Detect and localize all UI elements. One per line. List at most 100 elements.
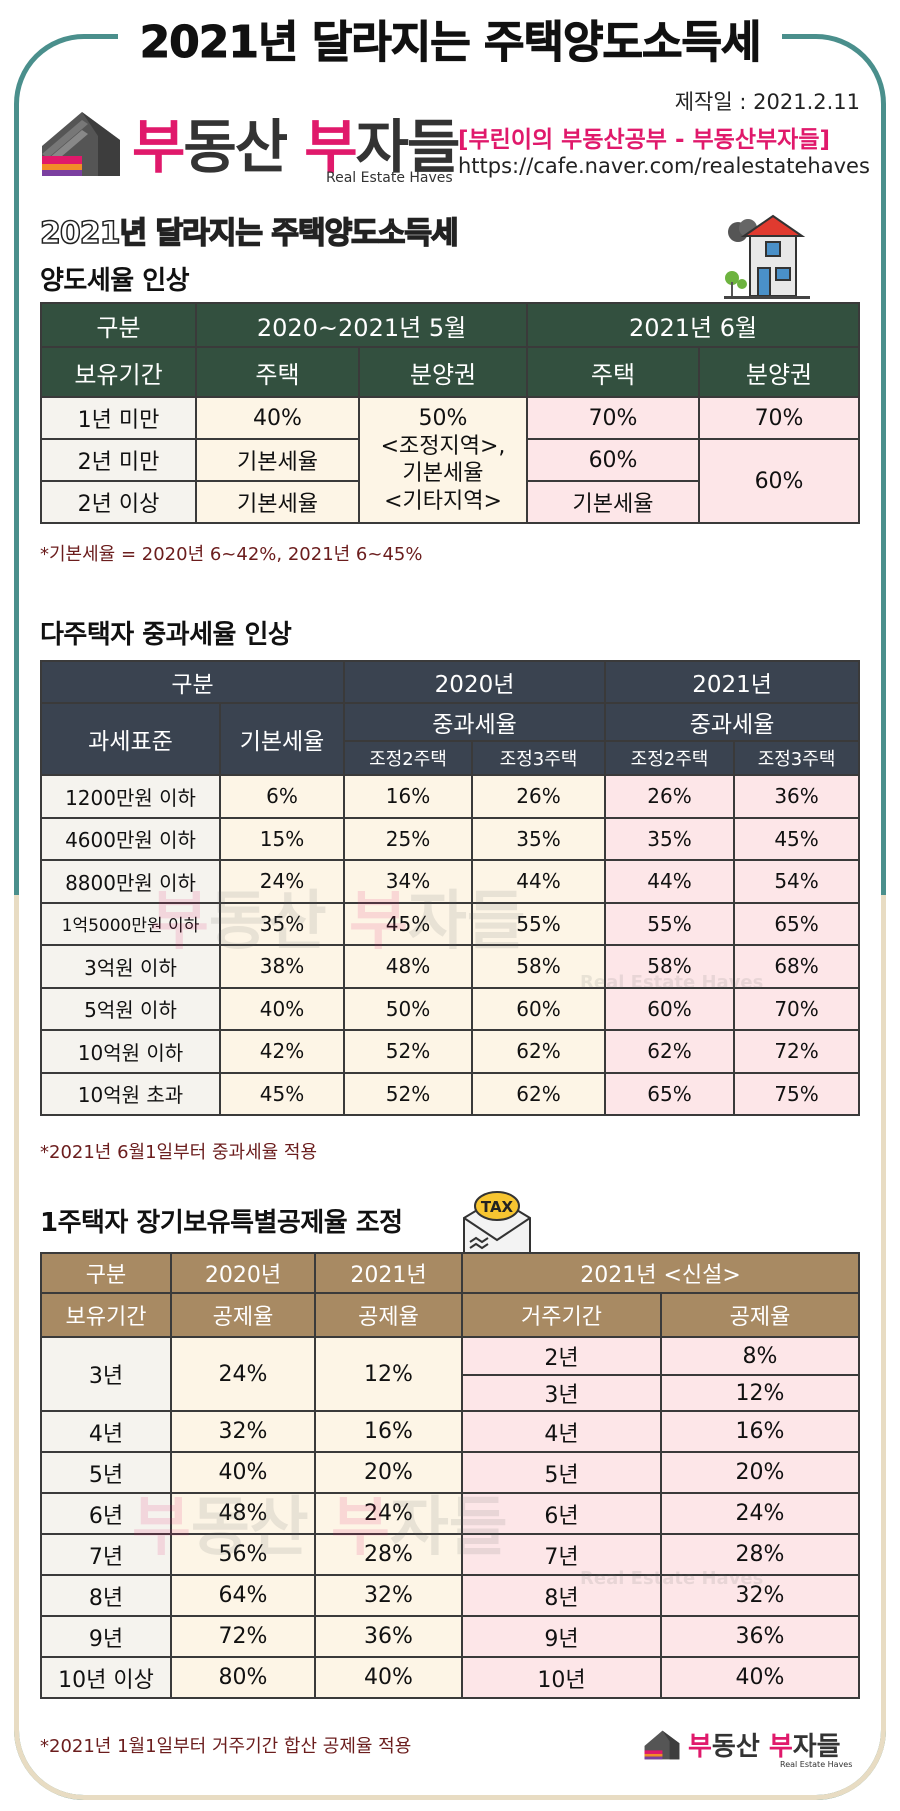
t2-cell: 48% bbox=[343, 944, 474, 989]
footer-logo-icon bbox=[644, 1730, 680, 1760]
footer-brand-sub: Real Estate Haves bbox=[780, 1760, 853, 1769]
t3-cell: 56% bbox=[170, 1533, 316, 1576]
t2-header-2020: 2020년 bbox=[343, 660, 607, 704]
t2-cell: 24% bbox=[218, 859, 346, 904]
tax-badge-text: TAX bbox=[481, 1198, 514, 1216]
t3-cell: 20% bbox=[314, 1451, 463, 1494]
t3-row-label: 4년 bbox=[40, 1410, 172, 1453]
t3-cell: 24% bbox=[659, 1492, 861, 1535]
t1-header-group: 구분 bbox=[40, 302, 197, 348]
cafe-url[interactable]: https://cafe.naver.com/realestatehaves bbox=[458, 154, 870, 178]
t2-cell: 65% bbox=[604, 1071, 736, 1116]
t2-cell: 62% bbox=[604, 1029, 736, 1074]
t2-header-group: 구분 bbox=[39, 660, 346, 704]
t2-cell: 36% bbox=[733, 774, 861, 819]
table-row: 8년 64% 32% 8년 32% bbox=[40, 1574, 861, 1617]
t2-row-label: 4600만원 이하 bbox=[40, 816, 221, 861]
table-row: 8800만원 이하 24% 34% 44% 44% 54% bbox=[40, 859, 861, 904]
t3-header-2020: 2020년 bbox=[170, 1252, 316, 1294]
t1-header-period1: 2020~2021년 5월 bbox=[194, 302, 529, 348]
t3-header-holding: 보유기간 bbox=[40, 1292, 172, 1338]
t2-header-sub: 조정2주택 bbox=[604, 740, 736, 776]
t2-cell: 70% bbox=[733, 986, 861, 1031]
t2-cell: 26% bbox=[604, 774, 736, 819]
t3-row-label: 8년 bbox=[40, 1574, 172, 1617]
t2-cell: 42% bbox=[218, 1029, 346, 1074]
t2-cell: 65% bbox=[733, 901, 861, 946]
t1-header-presale-new: 분양권 bbox=[698, 346, 861, 398]
section-title: 2021년 달라지는 주택양도소득세 bbox=[39, 215, 459, 252]
capital-gains-rate-table: 구분 2020~2021년 5월 2021년 6월 보유기간 주택 분양권 주택… bbox=[40, 302, 861, 524]
footer-brand: 부동산 부자들 bbox=[688, 1726, 841, 1763]
table1-title: 양도세율 인상 bbox=[40, 266, 190, 296]
t1-presale-line1: 50% bbox=[418, 406, 468, 431]
t2-cell: 60% bbox=[471, 986, 607, 1031]
t3-cell: 24% bbox=[314, 1492, 463, 1535]
t1-cell: 40% bbox=[195, 396, 360, 440]
t1-presale-old-merged: 50% <조정지역>, 기본세율 <기타지역> bbox=[357, 396, 529, 524]
t2-cell: 75% bbox=[733, 1071, 861, 1116]
house-icon bbox=[724, 214, 810, 299]
t1-row-label: 2년 이상 bbox=[40, 480, 197, 524]
t2-cell: 52% bbox=[343, 1029, 474, 1074]
t3-header-new: 2021년 <신설> bbox=[460, 1252, 861, 1294]
t2-row-label: 5억원 이하 bbox=[40, 986, 221, 1031]
t2-cell: 50% bbox=[343, 986, 474, 1031]
t1-cell: 60% bbox=[698, 438, 861, 524]
t2-cell: 62% bbox=[471, 1071, 607, 1116]
t2-cell: 6% bbox=[218, 774, 346, 819]
t1-header-period2: 2021년 6월 bbox=[526, 302, 861, 348]
page-title: 2021년 달라지는 주택양도소득세 bbox=[117, 6, 783, 70]
foot-part-a: 부 bbox=[688, 1732, 712, 1762]
t3-cell: 16% bbox=[659, 1410, 861, 1453]
t2-cell: 26% bbox=[471, 774, 607, 819]
foot-part-d: 자들 bbox=[792, 1732, 841, 1762]
table-row: 2년 이상 기본세율 기본세율 bbox=[40, 480, 859, 524]
t3-cell: 40% bbox=[314, 1656, 463, 1699]
t3-cell: 20% bbox=[659, 1451, 861, 1494]
t2-cell: 52% bbox=[343, 1071, 474, 1116]
t3-cell: 64% bbox=[170, 1574, 316, 1617]
t3-cell: 12% bbox=[659, 1374, 861, 1412]
table-row: 7년 56% 28% 7년 28% bbox=[40, 1533, 861, 1576]
t3-cell: 40% bbox=[170, 1451, 316, 1494]
foot-part-c: 부 bbox=[768, 1732, 793, 1762]
brand-part-c: 부 bbox=[304, 113, 357, 181]
long-term-deduction-table: 구분 2020년 2021년 2021년 <신설> 보유기간 공제율 공제율 거… bbox=[40, 1252, 861, 1699]
t2-cell: 58% bbox=[604, 944, 736, 989]
t1-cell: 기본세율 bbox=[195, 438, 360, 482]
t3-row-label: 10년 이상 bbox=[40, 1656, 172, 1699]
brand-name: 부동산 부자들 bbox=[132, 100, 461, 184]
t3-cell: 32% bbox=[314, 1574, 463, 1617]
brand-part-d: 자들 bbox=[355, 113, 461, 181]
top-title-wrap: 2021년 달라지는 주택양도소득세 bbox=[0, 6, 900, 70]
brand-part-a: 부 bbox=[132, 113, 185, 181]
t2-cell: 40% bbox=[218, 986, 346, 1031]
t3-row-label: 9년 bbox=[40, 1615, 172, 1658]
t2-row-label: 10억원 초과 bbox=[40, 1071, 221, 1116]
table3-note: *2021년 1월1일부터 거주기간 합산 공제율 적용 bbox=[40, 1736, 412, 1757]
t3-cell: 36% bbox=[314, 1615, 463, 1658]
table2-note: *2021년 6월1일부터 중과세율 적용 bbox=[40, 1142, 318, 1163]
made-date: 제작일 : 2021.2.11 bbox=[674, 90, 860, 114]
t2-cell: 45% bbox=[343, 901, 474, 946]
t3-cell: 2년 bbox=[461, 1336, 662, 1376]
table-row: 6년 48% 24% 6년 24% bbox=[40, 1492, 861, 1535]
t3-cell: 32% bbox=[170, 1410, 316, 1453]
t1-header-house-new: 주택 bbox=[526, 346, 701, 398]
t3-cell: 72% bbox=[170, 1615, 316, 1658]
table-row: 5년 40% 20% 5년 20% bbox=[40, 1451, 861, 1494]
t3-row-label: 3년 bbox=[40, 1336, 172, 1412]
t3-cell: 8% bbox=[659, 1336, 861, 1376]
t2-cell: 25% bbox=[343, 816, 474, 861]
t1-cell: 기본세율 bbox=[526, 480, 701, 524]
table2-title: 다주택자 중과세율 인상 bbox=[40, 620, 292, 650]
t3-cell: 48% bbox=[170, 1492, 316, 1535]
table-row: 10년 이상 80% 40% 10년 40% bbox=[40, 1656, 861, 1699]
t3-cell: 32% bbox=[659, 1574, 861, 1617]
t2-cell: 35% bbox=[604, 816, 736, 861]
t2-row-label: 3억원 이하 bbox=[40, 944, 221, 989]
t3-row-label: 5년 bbox=[40, 1451, 172, 1494]
t3-row-label: 7년 bbox=[40, 1533, 172, 1576]
table-row: 5억원 이하 40% 50% 60% 60% 70% bbox=[40, 986, 861, 1031]
